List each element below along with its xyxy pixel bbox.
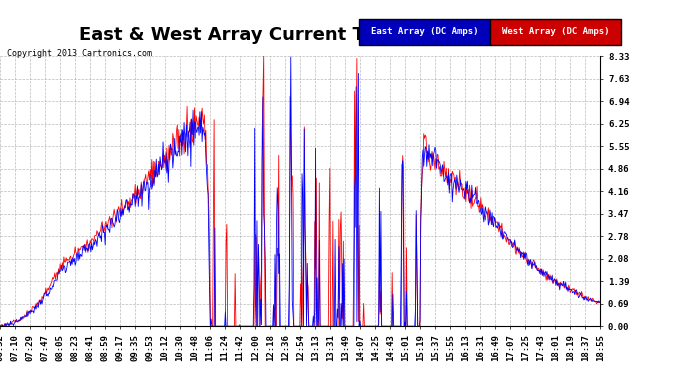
Text: East Array (DC Amps): East Array (DC Amps)	[371, 27, 478, 36]
Text: West Array (DC Amps): West Array (DC Amps)	[502, 27, 609, 36]
Text: Copyright 2013 Cartronics.com: Copyright 2013 Cartronics.com	[7, 49, 152, 58]
Text: East & West Array Current Tue Mar 26 19:11: East & West Array Current Tue Mar 26 19:…	[79, 26, 528, 44]
